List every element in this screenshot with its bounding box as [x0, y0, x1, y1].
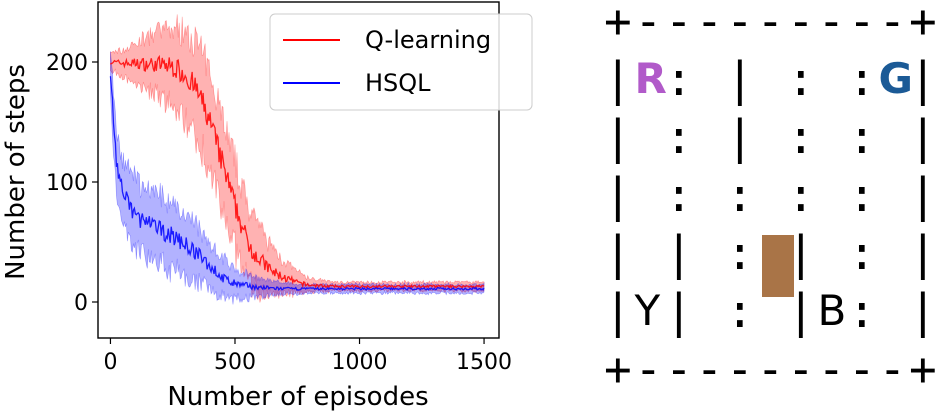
landmark-b: B [817, 286, 847, 335]
passage-marker: : [848, 52, 876, 106]
wall-segment: | [665, 226, 693, 280]
wall-segment: | [726, 110, 754, 164]
corner-marker: + [909, 0, 937, 48]
band-hsql [110, 51, 485, 305]
corner-marker: + [604, 342, 632, 396]
border-segment: - [848, 342, 876, 396]
plot-frame [97, 1, 500, 339]
y-tick-label: 100 [46, 171, 88, 196]
passage-marker: : [726, 226, 754, 280]
taxi-grid-map: + - - - - - - - - - + | R: |:: G | |: |:: | |:::: | | |: |: | | Y |… [600, 0, 946, 413]
border-segment: - [787, 342, 815, 396]
border-segment: - [695, 0, 724, 48]
passage-marker: : [665, 110, 693, 164]
passage-marker: : [726, 284, 754, 338]
border-segment: - [695, 342, 724, 396]
border-segment: - [787, 0, 815, 48]
corner-marker: + [909, 342, 937, 396]
y-axis-ticks: 0 100 200 [46, 51, 98, 316]
landmark-r: R [634, 54, 667, 103]
landmark-g: G [878, 54, 913, 103]
legend: Q-learning HSQL [269, 13, 533, 111]
border-segment: - [878, 342, 907, 396]
border-segment: - [634, 342, 663, 396]
band-q-learning [110, 14, 485, 303]
x-tick-label: 1000 [332, 350, 388, 375]
passage-marker: : [848, 168, 876, 222]
passage-marker: : [848, 284, 876, 338]
legend-box [269, 13, 533, 111]
x-tick-label: 500 [214, 350, 256, 375]
passage-marker: : [787, 52, 815, 106]
legend-label-hsql: HSQL [365, 69, 431, 97]
wall-segment: | [604, 168, 632, 222]
series-lines [109, 54, 485, 292]
wall-segment: | [665, 284, 693, 338]
wall-segment: | [604, 110, 632, 164]
wall-segment: | [909, 226, 937, 280]
border-segment: - [817, 342, 846, 396]
legend-label-q-learning: Q-learning [365, 26, 491, 54]
passage-marker: : [848, 226, 876, 280]
wall-segment: | [604, 284, 632, 338]
border-segment: - [817, 0, 846, 48]
variance-bands [110, 14, 485, 305]
x-axis-label: Number of episodes [167, 382, 428, 412]
y-tick-label: 200 [46, 51, 88, 76]
passage-marker: : [726, 168, 754, 222]
wall-segment: | [604, 52, 632, 106]
passage-marker: : [787, 168, 815, 222]
x-axis-ticks: 0 500 1000 1500 [103, 338, 512, 375]
border-segment: - [756, 0, 785, 48]
wall-segment: | [604, 226, 632, 280]
border-segment: - [756, 342, 785, 396]
wall-segment: | [909, 110, 937, 164]
border-segment: - [726, 0, 754, 48]
line-q-learning [110, 54, 485, 290]
wall-segment: | [909, 168, 937, 222]
landmark-y: Y [634, 286, 661, 335]
border-segment: - [665, 342, 693, 396]
corner-marker: + [604, 0, 632, 48]
border-segment: - [634, 0, 663, 48]
border-segment: - [726, 342, 754, 396]
wall-segment: | [909, 52, 937, 106]
passage-marker: : [848, 110, 876, 164]
passage-marker: : [787, 110, 815, 164]
wall-segment: | [726, 52, 754, 106]
x-tick-label: 1500 [456, 350, 512, 375]
border-segment: - [878, 0, 907, 48]
taxi-marker [761, 235, 794, 297]
x-tick-label: 0 [103, 350, 117, 375]
line-hsql [109, 76, 485, 292]
passage-marker: : [665, 168, 693, 222]
y-axis-label: Number of steps [1, 64, 31, 280]
passage-marker: : [665, 52, 693, 106]
border-segment: - [848, 0, 876, 48]
border-segment: - [665, 0, 693, 48]
y-tick-label: 0 [74, 291, 88, 316]
wall-segment: | [909, 284, 937, 338]
